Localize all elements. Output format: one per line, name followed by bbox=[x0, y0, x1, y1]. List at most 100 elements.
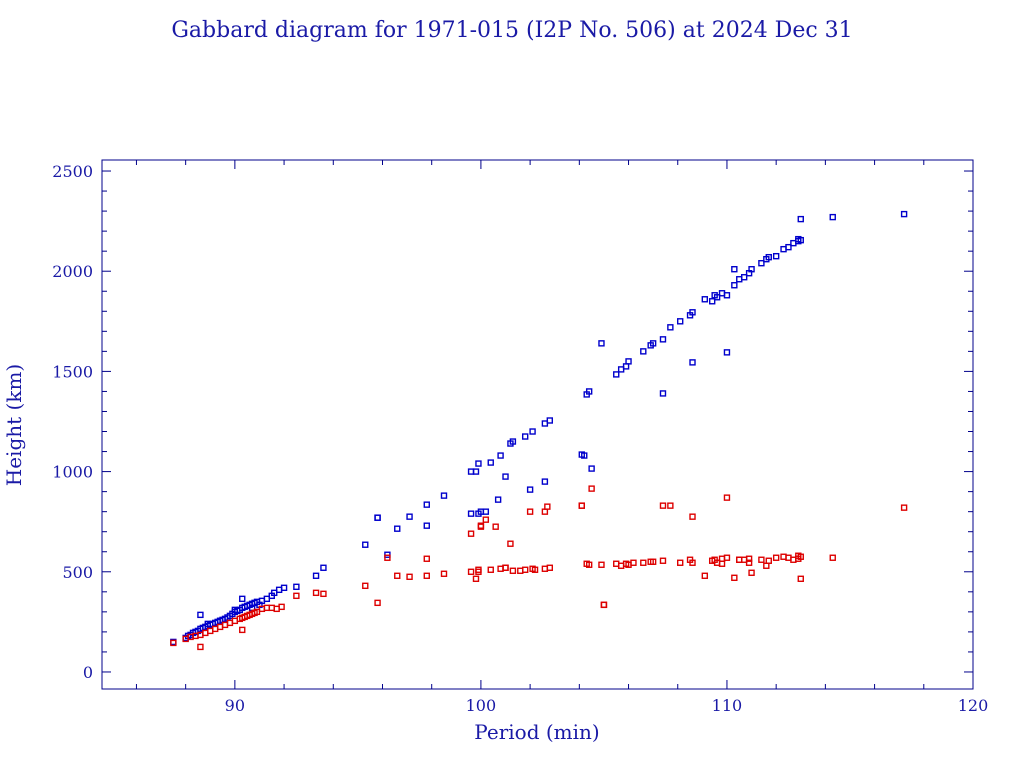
apogee-point bbox=[765, 253, 772, 261]
apogee-point bbox=[497, 452, 504, 459]
y-tick-label: 2000 bbox=[52, 262, 93, 281]
y-axis-label: Height (km) bbox=[2, 364, 26, 486]
apogee-point bbox=[900, 210, 908, 218]
apogee-point bbox=[239, 595, 246, 603]
apogee-point bbox=[406, 513, 413, 520]
apogee-point bbox=[502, 473, 509, 480]
apogee-point bbox=[785, 243, 792, 251]
perigee-point bbox=[477, 523, 485, 530]
perigee-point bbox=[649, 558, 657, 565]
x-tick-label: 100 bbox=[466, 696, 497, 715]
perigee-point bbox=[546, 564, 554, 571]
perigee-point bbox=[544, 503, 551, 510]
apogee-point bbox=[772, 252, 780, 260]
perigee-point bbox=[526, 508, 534, 515]
perigee-point bbox=[667, 502, 674, 509]
apogee-point bbox=[440, 492, 448, 499]
apogee-point bbox=[659, 336, 667, 343]
perigee-point bbox=[384, 554, 391, 561]
apogee-point bbox=[529, 428, 536, 435]
perigee-point bbox=[440, 570, 448, 577]
y-tick-label: 2500 bbox=[52, 162, 93, 181]
perigee-point bbox=[900, 504, 908, 511]
perigee-point bbox=[362, 582, 369, 590]
apogee-point bbox=[748, 266, 755, 273]
perigee-point bbox=[578, 502, 585, 509]
perigee-point bbox=[578, 502, 585, 509]
perigee-point bbox=[487, 566, 494, 573]
apogee-point bbox=[723, 292, 731, 299]
apogee-point bbox=[588, 465, 595, 472]
chart-title: Gabbard diagram for 1971-015 (I2P No. 50… bbox=[171, 18, 852, 43]
perigee-point bbox=[763, 562, 770, 569]
apogee-point bbox=[829, 213, 836, 221]
y-tick-label: 1000 bbox=[52, 463, 93, 482]
perigee-point bbox=[723, 494, 731, 501]
perigee-point bbox=[406, 573, 413, 580]
series-perigee bbox=[170, 485, 908, 651]
perigee-point bbox=[170, 639, 177, 647]
apogee-point bbox=[487, 459, 494, 466]
apogee-point bbox=[659, 390, 667, 397]
perigee-point bbox=[475, 568, 482, 575]
apogee-point bbox=[758, 259, 765, 267]
perigee-point bbox=[197, 643, 204, 651]
apogee-point bbox=[585, 388, 593, 395]
perigee-point bbox=[423, 572, 430, 579]
perigee-point bbox=[293, 592, 300, 600]
perigee-point bbox=[588, 485, 595, 492]
apogee-point bbox=[423, 501, 430, 508]
perigee-point bbox=[745, 559, 753, 566]
perigee-point bbox=[467, 568, 475, 575]
apogee-point bbox=[293, 583, 300, 591]
perigee-point bbox=[374, 599, 381, 607]
apogee-point bbox=[467, 468, 475, 475]
perigee-point bbox=[394, 572, 401, 579]
perigee-point bbox=[239, 626, 246, 634]
perigee-point bbox=[517, 567, 524, 574]
apogee-point bbox=[374, 514, 381, 521]
perigee-point bbox=[689, 559, 696, 566]
apogee-point bbox=[667, 324, 674, 331]
apogee-point bbox=[526, 486, 534, 493]
perigee-point bbox=[630, 559, 637, 566]
series-apogee bbox=[170, 210, 908, 646]
perigee-point bbox=[541, 508, 549, 515]
apogee-point bbox=[640, 348, 647, 355]
perigee-point bbox=[585, 561, 593, 568]
apogee-point bbox=[677, 318, 684, 325]
perigee-point bbox=[482, 516, 490, 523]
perigee-point bbox=[745, 555, 753, 562]
x-axis-label: Period (min) bbox=[474, 720, 599, 744]
apogee-point bbox=[320, 564, 327, 571]
plot-border bbox=[101, 159, 974, 690]
perigee-point bbox=[765, 557, 772, 564]
perigee-point bbox=[659, 502, 667, 509]
x-tick-label: 90 bbox=[225, 696, 245, 715]
perigee-point bbox=[312, 589, 320, 597]
plot-frame bbox=[101, 159, 974, 690]
perigee-point bbox=[278, 603, 285, 611]
x-tick-label: 120 bbox=[958, 696, 989, 715]
perigee-point bbox=[507, 540, 514, 547]
apogee-point bbox=[231, 606, 239, 614]
apogee-point bbox=[689, 359, 696, 366]
perigee-point bbox=[772, 554, 780, 561]
perigee-point bbox=[829, 554, 836, 561]
apogee-point bbox=[374, 514, 381, 521]
apogee-point bbox=[521, 433, 529, 440]
perigee-point bbox=[689, 513, 696, 520]
apogee-point bbox=[701, 296, 709, 303]
apogee-point bbox=[423, 522, 430, 529]
perigee-point bbox=[423, 555, 430, 562]
perigee-point bbox=[677, 559, 684, 566]
axis-ticks bbox=[102, 160, 974, 689]
perigee-point bbox=[492, 523, 499, 530]
y-tick-label: 1500 bbox=[52, 362, 93, 381]
apogee-point bbox=[713, 294, 721, 301]
apogee-point bbox=[541, 478, 549, 485]
tick-labels: 90 100 110 120 0 500 1000 1500 2000 2500 bbox=[52, 162, 988, 715]
perigee-point bbox=[640, 559, 647, 566]
apogee-point bbox=[795, 237, 802, 245]
apogee-point bbox=[312, 572, 320, 579]
